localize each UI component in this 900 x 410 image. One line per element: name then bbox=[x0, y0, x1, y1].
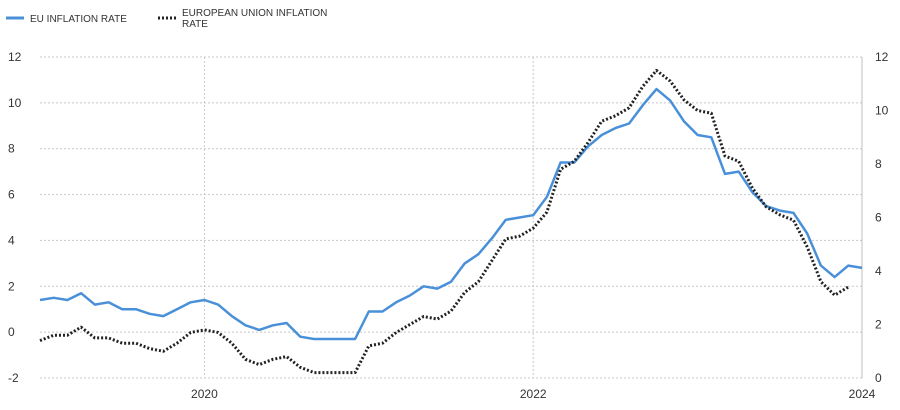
x-tick-label: 2020 bbox=[191, 387, 218, 401]
y-right-tick-label: 0 bbox=[875, 371, 882, 385]
x-tick-label: 2024 bbox=[849, 387, 876, 401]
y-right-tick-label: 4 bbox=[875, 264, 882, 278]
series bbox=[39, 68, 863, 375]
legend-label-eu-inflation-rate: EU INFLATION RATE bbox=[30, 14, 127, 25]
y-right-tick-label: 10 bbox=[875, 104, 889, 118]
y-left-tick-label: 4 bbox=[8, 233, 15, 247]
axis-ticks: -2 0 2 4 6 8 10 12 0 2 4 6 8 10 12 2020 2022 2024 bbox=[8, 50, 889, 401]
series-line-eu-inflation-rate bbox=[39, 87, 863, 341]
y-left-tick-label: 2 bbox=[8, 279, 15, 293]
grid bbox=[40, 56, 863, 379]
series-line-european-union-inflation-rate bbox=[39, 68, 850, 375]
y-left-tick-label: 8 bbox=[8, 142, 15, 156]
y-right-tick-label: 2 bbox=[875, 318, 882, 332]
y-left-tick-label: -2 bbox=[8, 371, 19, 385]
y-left-tick-label: 0 bbox=[8, 325, 15, 339]
y-right-tick-label: 12 bbox=[875, 50, 889, 64]
y-left-tick-label: 10 bbox=[8, 96, 22, 110]
x-tick-label: 2022 bbox=[520, 387, 547, 401]
legend: EU INFLATION RATE EUROPEAN UNION INFLATI… bbox=[6, 8, 330, 30]
legend-label-european-union-inflation-rate: EUROPEAN UNION INFLATION RATE bbox=[182, 8, 330, 30]
y-left-tick-label: 12 bbox=[8, 50, 22, 64]
y-right-tick-label: 6 bbox=[875, 211, 882, 225]
y-right-tick-label: 8 bbox=[875, 157, 882, 171]
y-left-tick-label: 6 bbox=[8, 188, 15, 202]
